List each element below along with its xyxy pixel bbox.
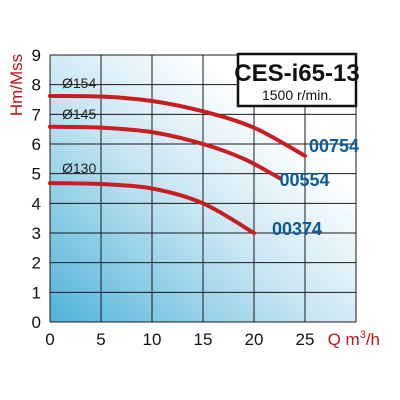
y-tick-label: 2 <box>32 254 41 273</box>
x-axis-label-main: Q m <box>328 330 360 349</box>
y-tick-label: 6 <box>32 135 41 154</box>
x-axis-label-tail: /h <box>366 330 380 349</box>
x-axis-label: Q m3/h <box>328 329 380 349</box>
y-tick-label: 0 <box>32 313 41 332</box>
y-tick-label: 5 <box>32 165 41 184</box>
impeller-label: Ø145 <box>62 106 96 122</box>
y-tick-label: 8 <box>32 76 41 95</box>
x-tick-label: 0 <box>45 330 54 349</box>
title-box: CES-i65-13 1500 r/min. <box>234 52 360 108</box>
x-tick-label: 20 <box>245 330 264 349</box>
y-tick-label: 9 <box>32 46 41 65</box>
tick-labels: 0 5 10 15 20 25 0 1 2 3 4 5 6 7 8 9 <box>32 46 315 349</box>
impeller-label: Ø154 <box>62 75 96 91</box>
x-tick-label: 10 <box>143 330 162 349</box>
model-label: 00554 <box>280 170 330 190</box>
pump-curve-00554 <box>48 124 282 181</box>
model-label: 00754 <box>309 136 359 156</box>
x-tick-label: 15 <box>194 330 213 349</box>
chart-title: CES-i65-13 <box>234 60 359 87</box>
model-label: 00374 <box>272 219 322 239</box>
y-tick-label: 1 <box>32 283 41 302</box>
x-tick-label: 25 <box>296 330 315 349</box>
pump-curve-00754 <box>48 93 307 158</box>
y-axis-label: Hm/Mss <box>7 54 26 116</box>
chart-subtitle: 1500 r/min. <box>262 87 332 103</box>
x-tick-label: 5 <box>96 330 105 349</box>
impeller-label: Ø130 <box>62 160 96 176</box>
title-box-frame <box>236 52 358 108</box>
x-axis-label-sup: 3 <box>360 329 366 341</box>
y-tick-label: 4 <box>32 194 41 213</box>
pump-curve-00374 <box>48 181 256 235</box>
curve-labels: Ø154 00754 Ø145 00554 Ø130 00374 <box>62 75 359 239</box>
y-tick-label: 3 <box>32 224 41 243</box>
curves <box>48 93 307 235</box>
y-tick-label: 7 <box>32 105 41 124</box>
